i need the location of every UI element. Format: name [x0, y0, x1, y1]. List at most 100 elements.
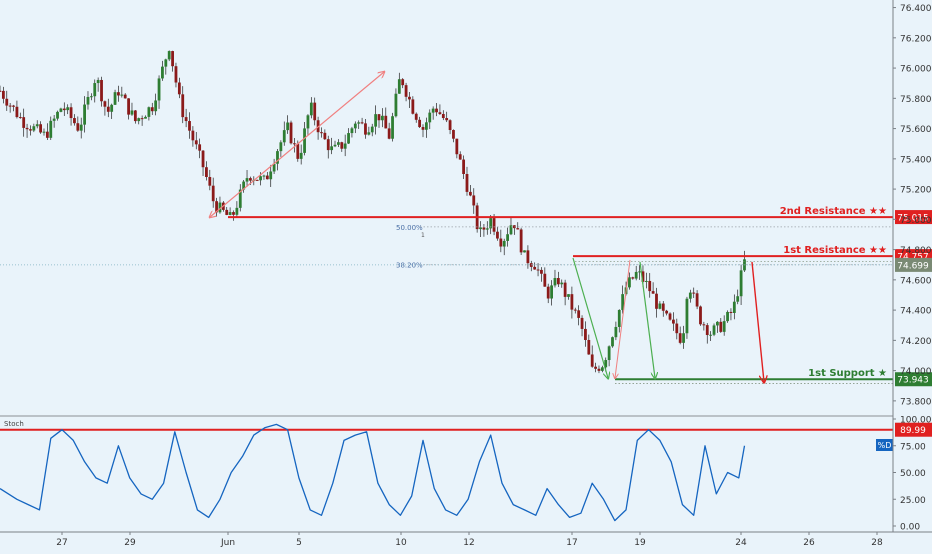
candle-up — [330, 146, 334, 151]
candle-up — [621, 294, 625, 310]
candle-down — [452, 130, 455, 139]
candle-down — [387, 128, 391, 139]
stoch-pane: Stoch %D 89.99 — [0, 415, 932, 522]
candle-up — [137, 118, 141, 122]
candle-down — [117, 92, 120, 96]
price-tag — [895, 257, 932, 272]
candle-up — [736, 296, 740, 302]
candle-up — [739, 270, 743, 297]
candle-up — [370, 126, 374, 133]
y-tick-label: 74.600 — [900, 276, 932, 286]
candle-down — [462, 159, 466, 175]
candle-down — [364, 123, 367, 135]
x-tick-label: 28 — [871, 538, 883, 548]
y-tick-label: 74.000 — [900, 367, 932, 377]
candle-down — [418, 119, 422, 128]
x-tick-label: 29 — [124, 538, 136, 548]
candle-down — [313, 102, 317, 121]
candle-down — [22, 117, 26, 128]
candle-down — [150, 107, 154, 112]
candle-up — [154, 100, 158, 112]
candle-down — [62, 108, 66, 111]
x-tick-label: 19 — [634, 538, 646, 548]
candle-up — [269, 171, 273, 180]
candle-up — [357, 122, 361, 124]
candle-down — [702, 324, 706, 326]
x-tick-label: 12 — [463, 538, 474, 548]
candle-up — [337, 142, 340, 145]
candle-up — [120, 94, 124, 96]
candle-down — [455, 138, 459, 155]
candle-down — [496, 231, 499, 239]
candle-down — [106, 106, 110, 112]
legend-badge — [876, 439, 893, 451]
candle-up — [86, 96, 90, 105]
candle-down — [631, 277, 635, 279]
candle-up — [42, 131, 46, 133]
candle-down — [533, 266, 537, 270]
candle-up — [611, 337, 614, 347]
candle-up — [424, 122, 428, 130]
candle-down — [177, 82, 181, 95]
candle-down — [641, 271, 645, 282]
candle-up — [367, 132, 371, 135]
candle-down — [8, 105, 12, 107]
candle-up — [485, 228, 489, 230]
candle-down — [404, 85, 408, 97]
candle-up — [431, 108, 435, 113]
candle-down — [326, 139, 330, 151]
x-tick-label: 10 — [395, 538, 407, 548]
candle-up — [245, 178, 249, 182]
candle-down — [438, 112, 442, 114]
candle-down — [289, 122, 293, 144]
candle-down — [678, 333, 682, 343]
candle-down — [556, 278, 560, 285]
candle-down — [174, 66, 178, 83]
candle-up — [110, 104, 114, 112]
candle-down — [401, 79, 405, 86]
candle-down — [668, 313, 672, 320]
projection-arrow-green — [639, 261, 655, 378]
candle-down — [672, 319, 675, 324]
candle-up — [350, 128, 354, 134]
candle-down — [123, 94, 127, 99]
candle-down — [100, 79, 103, 102]
projection-arrow-pink — [615, 259, 631, 378]
candle-down — [211, 185, 215, 202]
candle-up — [716, 321, 719, 326]
candle-down — [411, 99, 415, 114]
y-tick-label: 74.200 — [900, 337, 932, 347]
stoch-y-tick-label: 0.00 — [900, 523, 920, 533]
candle-up — [130, 110, 134, 115]
candle-down — [201, 150, 205, 168]
candle-down — [1, 90, 5, 99]
candle-down — [293, 143, 296, 145]
candle-down — [587, 339, 591, 355]
candle-down — [414, 113, 418, 120]
candle-down — [465, 174, 469, 192]
candle-down — [184, 117, 188, 122]
candle-down — [73, 118, 76, 124]
x-tick-label: Jun — [220, 538, 235, 548]
projection-arrow-red — [751, 261, 764, 382]
candle-down — [225, 209, 229, 215]
level-label: 2nd Resistance ★★ — [780, 206, 887, 217]
candle-down — [0, 90, 2, 92]
candle-down — [594, 366, 597, 369]
y-tick-label: 74.800 — [900, 246, 932, 256]
candle-up — [333, 144, 337, 147]
candle-down — [472, 195, 476, 206]
candle-down — [512, 225, 516, 229]
candle-down — [499, 238, 503, 247]
candle-up — [279, 142, 283, 152]
y-tick-label: 73.800 — [900, 397, 932, 407]
candle-up — [164, 59, 168, 67]
candle-down — [692, 292, 696, 294]
candle-up — [644, 280, 648, 282]
candle-down — [516, 228, 520, 230]
candle-up — [56, 111, 59, 119]
candle-up — [506, 234, 509, 241]
candle-down — [25, 127, 29, 130]
